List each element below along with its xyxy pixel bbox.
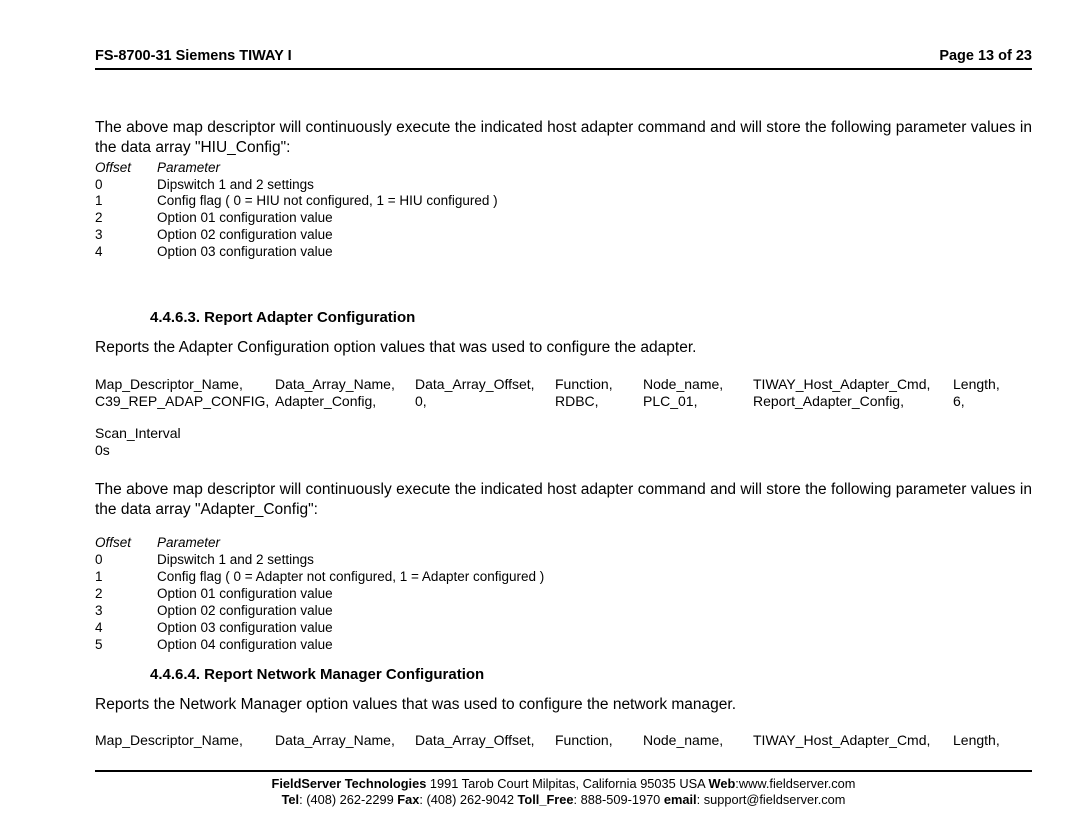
table-row: 4Option 03 configuration value xyxy=(95,244,1032,261)
table-row: 3Option 02 configuration value xyxy=(95,603,1032,620)
section-desc: Reports the Adapter Configuration option… xyxy=(95,338,1032,358)
section-number: 4.4.6.4. xyxy=(95,666,200,683)
table-row: 1Config flag ( 0 = Adapter not configure… xyxy=(95,569,1032,586)
table-row: 4Option 03 configuration value xyxy=(95,620,1032,637)
mid-paragraph: The above map descriptor will continuous… xyxy=(95,480,1032,520)
scan-interval-block: Scan_Interval 0s xyxy=(95,425,1032,460)
table-row: 0Dipswitch 1 and 2 settings xyxy=(95,552,1032,569)
config-data-row: C39_REP_ADAP_CONFIG, Adapter_Config, 0, … xyxy=(95,393,1032,411)
section-heading-4463: 4.4.6.3. Report Adapter Configuration xyxy=(95,309,1032,326)
section-title: Report Network Manager Configuration xyxy=(204,666,484,683)
offset-header-col2: Parameter xyxy=(157,535,1032,552)
intro-paragraph: The above map descriptor will continuous… xyxy=(95,118,1032,158)
table-row: 5Option 04 configuration value xyxy=(95,637,1032,654)
table-row: 1Config flag ( 0 = HIU not configured, 1… xyxy=(95,193,1032,210)
offset-header-col1: Offset xyxy=(95,535,157,552)
config-header-row: Map_Descriptor_Name, Data_Array_Name, Da… xyxy=(95,376,1032,394)
table-row: 2Option 01 configuration value xyxy=(95,210,1032,227)
section-desc: Reports the Network Manager option value… xyxy=(95,695,1032,715)
section-number: 4.4.6.3. xyxy=(95,309,200,326)
section-title: Report Adapter Configuration xyxy=(204,309,415,326)
table-row: 2Option 01 configuration value xyxy=(95,586,1032,603)
offset-header-col2: Parameter xyxy=(157,160,1032,177)
section-heading-4464: 4.4.6.4. Report Network Manager Configur… xyxy=(95,666,1032,683)
header-right: Page 13 of 23 xyxy=(939,48,1032,64)
page-header: FS-8700-31 Siemens TIWAY I Page 13 of 23 xyxy=(95,48,1032,70)
offset-table-2: Offset Parameter 0Dipswitch 1 and 2 sett… xyxy=(95,535,1032,653)
config-header-row-2: Map_Descriptor_Name, Data_Array_Name, Da… xyxy=(95,732,1032,750)
offset-table-1: Offset Parameter 0Dipswitch 1 and 2 sett… xyxy=(95,160,1032,261)
page-footer: FieldServer Technologies 1991 Tarob Cour… xyxy=(95,770,1032,809)
table-row: 0Dipswitch 1 and 2 settings xyxy=(95,177,1032,194)
page-wrapper: FS-8700-31 Siemens TIWAY I Page 13 of 23… xyxy=(95,48,1032,809)
offset-header-col1: Offset xyxy=(95,160,157,177)
header-left: FS-8700-31 Siemens TIWAY I xyxy=(95,48,292,64)
table-row: 3Option 02 configuration value xyxy=(95,227,1032,244)
